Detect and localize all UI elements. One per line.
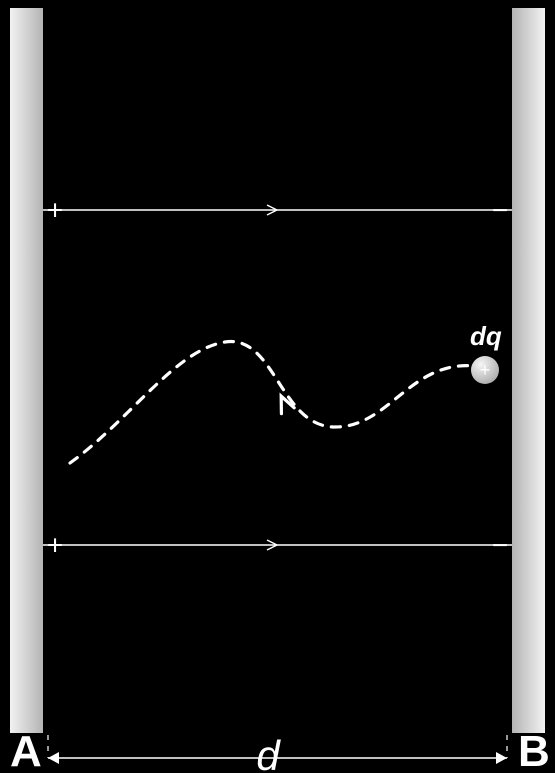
plus-icon: + — [47, 195, 63, 226]
plate-b — [512, 8, 545, 733]
diagram-svg: + − + − + dq d A B — [0, 0, 555, 773]
diagram-stage: + − + − + dq d A B — [0, 0, 555, 773]
charge-label: dq — [470, 321, 502, 351]
plate-b-label: B — [518, 727, 550, 773]
minus-icon: − — [492, 195, 508, 226]
background — [0, 0, 555, 773]
charge-plus-icon: + — [480, 360, 491, 380]
plate-a-label: A — [10, 727, 42, 773]
plate-a — [10, 8, 43, 733]
minus-icon: − — [492, 530, 508, 561]
plus-icon: + — [47, 530, 63, 561]
distance-label: d — [256, 732, 281, 773]
